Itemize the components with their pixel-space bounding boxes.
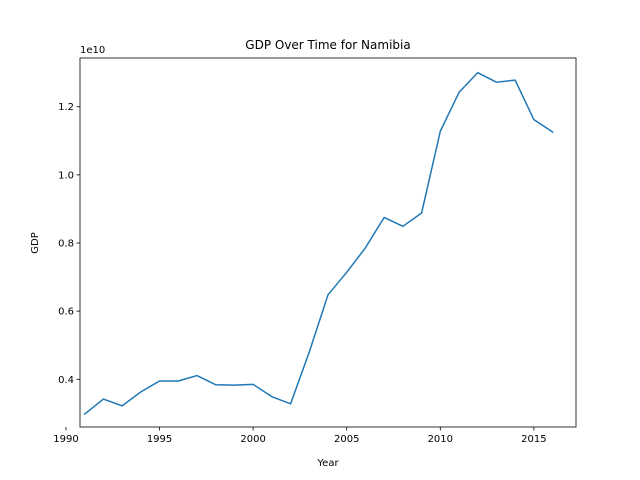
y-tick-label: 1.0 [58,170,74,181]
x-axis-label: Year [316,458,339,469]
series-line [83,71,554,416]
chart-title: GDP Over Time for Namibia [245,38,410,52]
x-tick-label: 1990 [53,434,78,445]
axes-frame [79,57,577,428]
x-tick-label: 2010 [428,434,453,445]
x-tick-label: 2000 [240,434,265,445]
x-tick-label: 2015 [521,434,546,445]
plot-area: 1990 1995 2000 2005 2010 2015 0.4 0.6 0.8 1.0 1.2 [53,57,577,445]
y-tick-label: 0.8 [58,239,74,250]
x-tick-label: 2005 [334,434,359,445]
y-tick-label: 0.4 [58,375,74,386]
y-tick-label: 1.2 [58,102,74,113]
y-axis-label: GDP [30,232,41,253]
y-tick-label: 0.6 [58,307,74,318]
x-tick-label: 1995 [147,434,172,445]
y-offset-label: 1e10 [80,45,105,56]
